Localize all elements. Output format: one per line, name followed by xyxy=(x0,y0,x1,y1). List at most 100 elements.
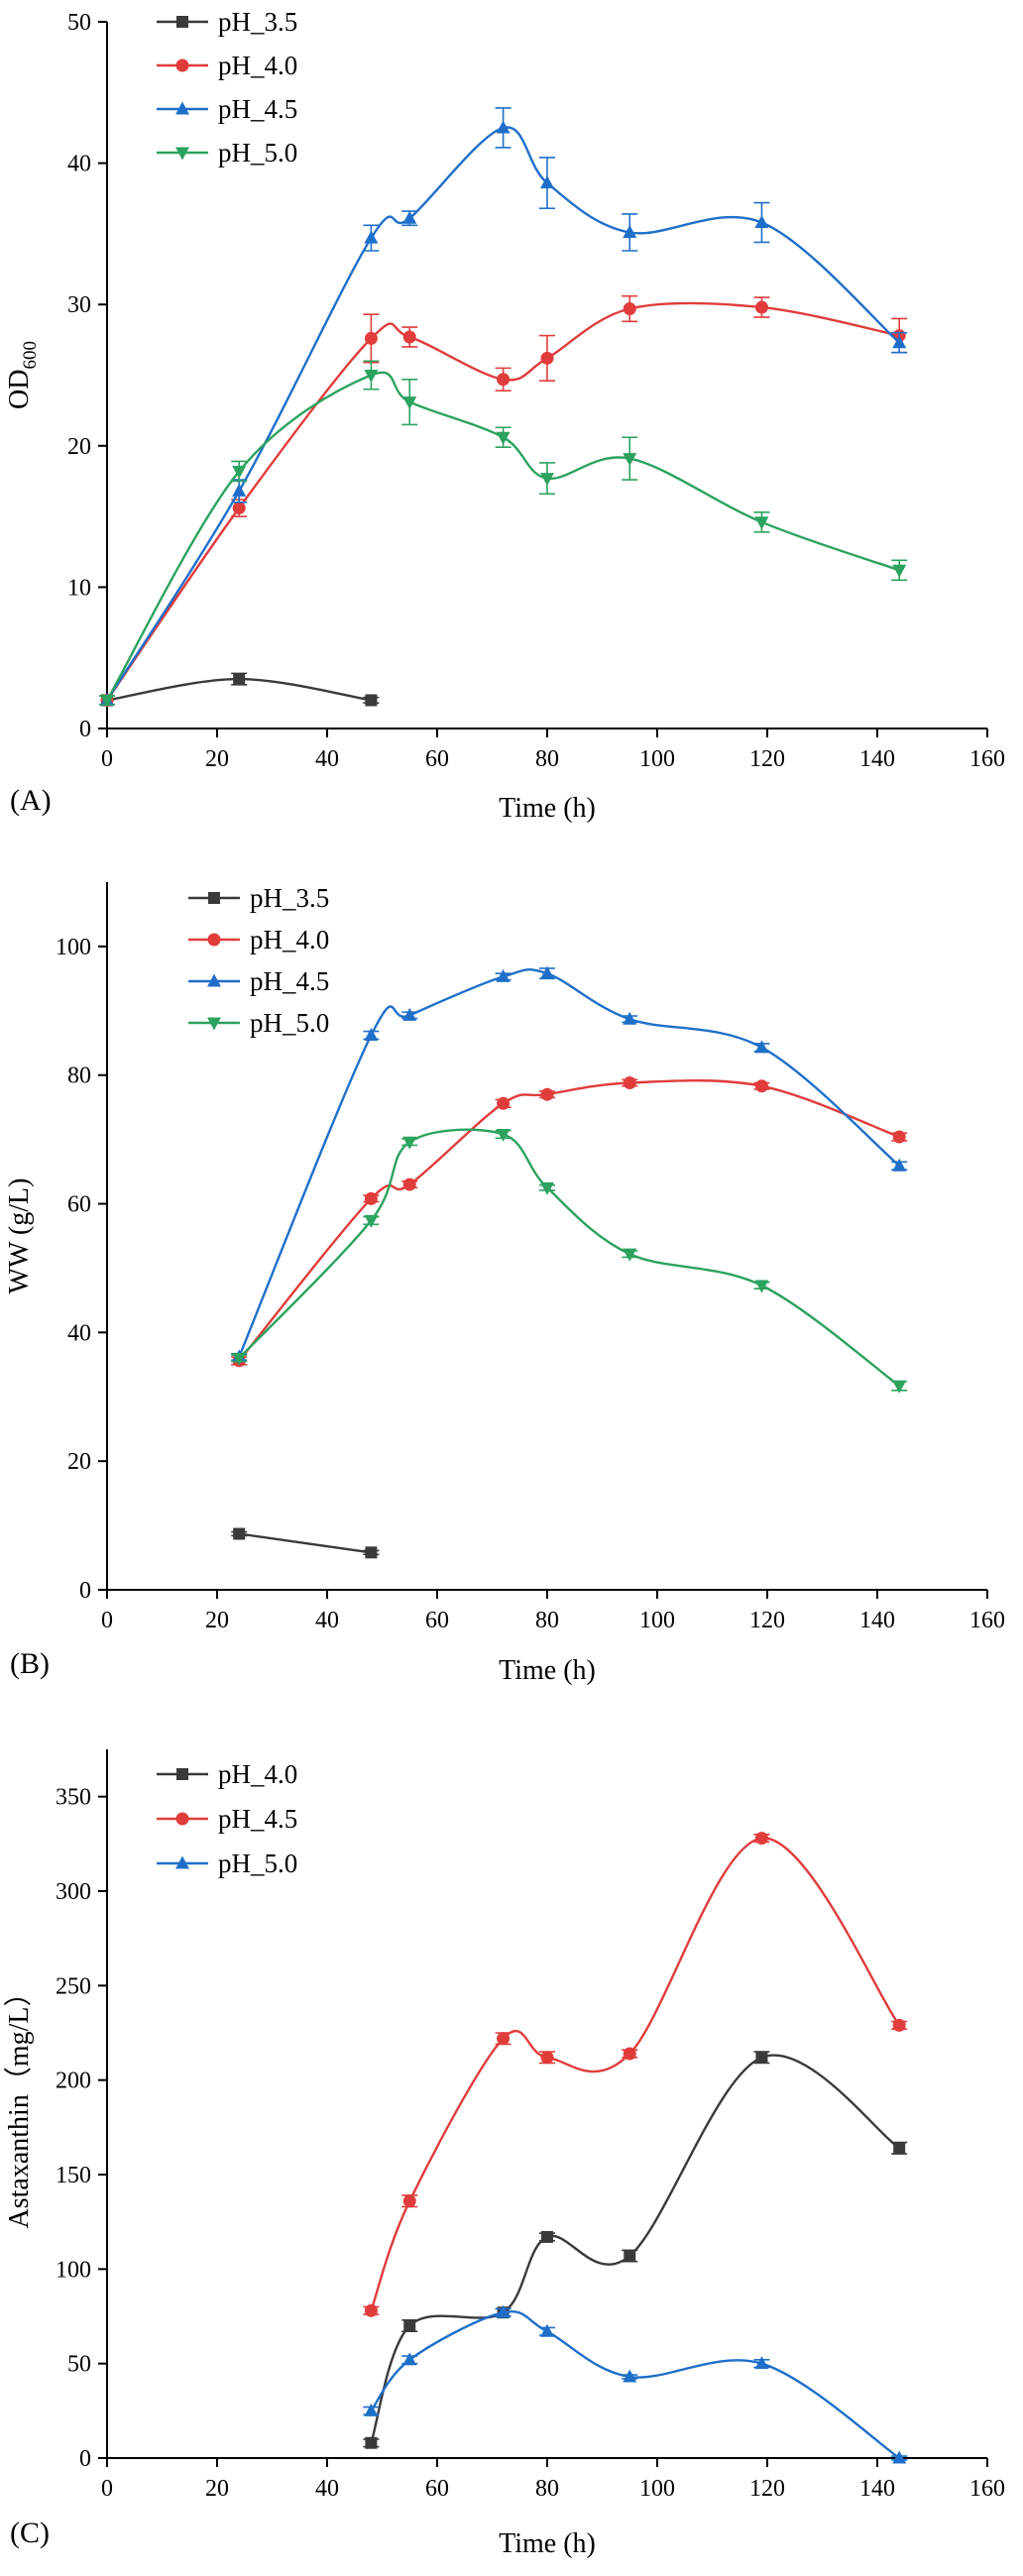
series-pH_5.0 xyxy=(99,360,908,708)
data-point xyxy=(623,224,637,238)
series-line xyxy=(238,1079,900,1362)
data-point xyxy=(364,2403,379,2416)
x-tick-label: 140 xyxy=(859,746,895,772)
y-tick-label: 0 xyxy=(79,1578,91,1604)
data-point xyxy=(754,300,768,314)
series-pH_4.5 xyxy=(231,965,908,1363)
x-tick-label: 120 xyxy=(749,1608,785,1633)
data-point xyxy=(232,502,246,515)
x-tick-label: 120 xyxy=(749,2476,785,2502)
x-tick-label: 140 xyxy=(859,2476,895,2502)
data-point xyxy=(540,473,554,487)
data-point xyxy=(496,1128,511,1142)
series-pH_4.0 xyxy=(231,1076,908,1368)
data-point xyxy=(365,694,378,707)
panel-label: (A) xyxy=(10,784,52,817)
data-point xyxy=(402,210,417,224)
data-point xyxy=(540,965,554,979)
data-point xyxy=(624,2249,636,2262)
y-axis-title: OD600 xyxy=(4,341,41,409)
panel-label: (B) xyxy=(10,1647,50,1680)
data-point xyxy=(497,373,511,387)
legend-label: pH_3.5 xyxy=(218,7,297,37)
y-tick-label: 20 xyxy=(67,1449,91,1475)
data-point xyxy=(540,2051,554,2065)
y-tick-label: 50 xyxy=(67,10,91,36)
y-tick-label: 20 xyxy=(67,434,91,460)
data-point xyxy=(232,465,247,479)
legend-label: pH_4.0 xyxy=(218,51,297,80)
series-line xyxy=(239,1532,372,1554)
legend-marker xyxy=(175,1855,189,1869)
legend-marker xyxy=(207,933,221,947)
series-line xyxy=(105,371,900,702)
data-point xyxy=(496,2304,511,2318)
y-tick-label: 30 xyxy=(67,292,91,318)
data-point xyxy=(402,396,417,410)
data-point xyxy=(623,2047,636,2061)
x-tick-label: 0 xyxy=(101,746,113,772)
x-tick-label: 40 xyxy=(315,1608,339,1633)
legend-label: pH_4.5 xyxy=(218,1804,297,1834)
data-point xyxy=(496,431,511,445)
x-tick-label: 120 xyxy=(749,746,785,772)
data-point xyxy=(754,1040,769,1054)
y-tick-label: 60 xyxy=(67,1192,91,1218)
x-tick-label: 140 xyxy=(859,1608,895,1633)
data-point xyxy=(497,2032,511,2046)
y-tick-label: 40 xyxy=(67,1320,91,1346)
x-tick-label: 160 xyxy=(969,746,1005,772)
data-point xyxy=(754,516,769,530)
y-axis-title-subscript: 600 xyxy=(20,341,41,370)
data-point xyxy=(892,2018,906,2032)
data-point xyxy=(233,673,246,686)
y-tick-label: 40 xyxy=(67,152,91,177)
data-point xyxy=(623,453,637,467)
legend: pH_3.5 pH_4.0 pH_4.5 pH_5.0 xyxy=(188,883,329,1038)
x-tick-label: 100 xyxy=(639,2476,675,2502)
legend-marker xyxy=(208,892,220,904)
data-point xyxy=(402,1007,417,1021)
data-point xyxy=(623,1248,637,1262)
x-tick-label: 100 xyxy=(639,1608,675,1633)
y-axis-title: WW (g/L) xyxy=(4,1178,35,1294)
data-point xyxy=(755,2051,768,2064)
y-tick-label: 100 xyxy=(56,2257,91,2283)
legend-label: pH_4.5 xyxy=(250,966,329,996)
legend-marker xyxy=(176,1768,188,1780)
data-point xyxy=(364,370,379,383)
series-pH_4.0 xyxy=(99,294,908,707)
legend-marker xyxy=(175,147,189,161)
x-tick-label: 40 xyxy=(315,2476,339,2502)
data-point xyxy=(364,1027,379,1041)
x-tick-label: 20 xyxy=(205,2476,229,2502)
data-point xyxy=(892,564,907,578)
y-axis-title-main: Astaxanthin（mg/L） xyxy=(3,1979,35,2229)
data-point xyxy=(233,1527,246,1540)
legend-label: pH_5.0 xyxy=(250,1008,329,1038)
x-tick-label: 40 xyxy=(315,746,339,772)
legend-marker xyxy=(175,101,189,115)
data-point xyxy=(540,2323,554,2337)
y-tick-label: 200 xyxy=(56,2069,91,2094)
data-point xyxy=(892,335,907,349)
y-axis-title-main: OD xyxy=(4,370,35,409)
legend-label: pH_4.0 xyxy=(250,925,329,954)
series-line xyxy=(370,2309,900,2459)
series-pH_4.0 xyxy=(363,2051,908,2449)
x-tick-label: 80 xyxy=(535,746,559,772)
y-tick-label: 300 xyxy=(56,1879,91,1905)
data-point xyxy=(623,2369,637,2383)
x-axis-title: Time (h) xyxy=(499,1655,596,1686)
y-tick-label: 250 xyxy=(56,1973,91,1999)
data-point xyxy=(364,331,378,345)
series-line xyxy=(238,1128,900,1388)
data-point xyxy=(623,301,636,315)
legend: pH_3.5 pH_4.0 pH_4.5 pH_5.0 xyxy=(157,7,297,168)
data-point xyxy=(623,1011,637,1025)
series-pH_4.5 xyxy=(99,107,908,706)
data-point xyxy=(402,330,416,344)
x-axis-title: Time (h) xyxy=(499,2528,596,2559)
data-point xyxy=(754,2356,769,2370)
